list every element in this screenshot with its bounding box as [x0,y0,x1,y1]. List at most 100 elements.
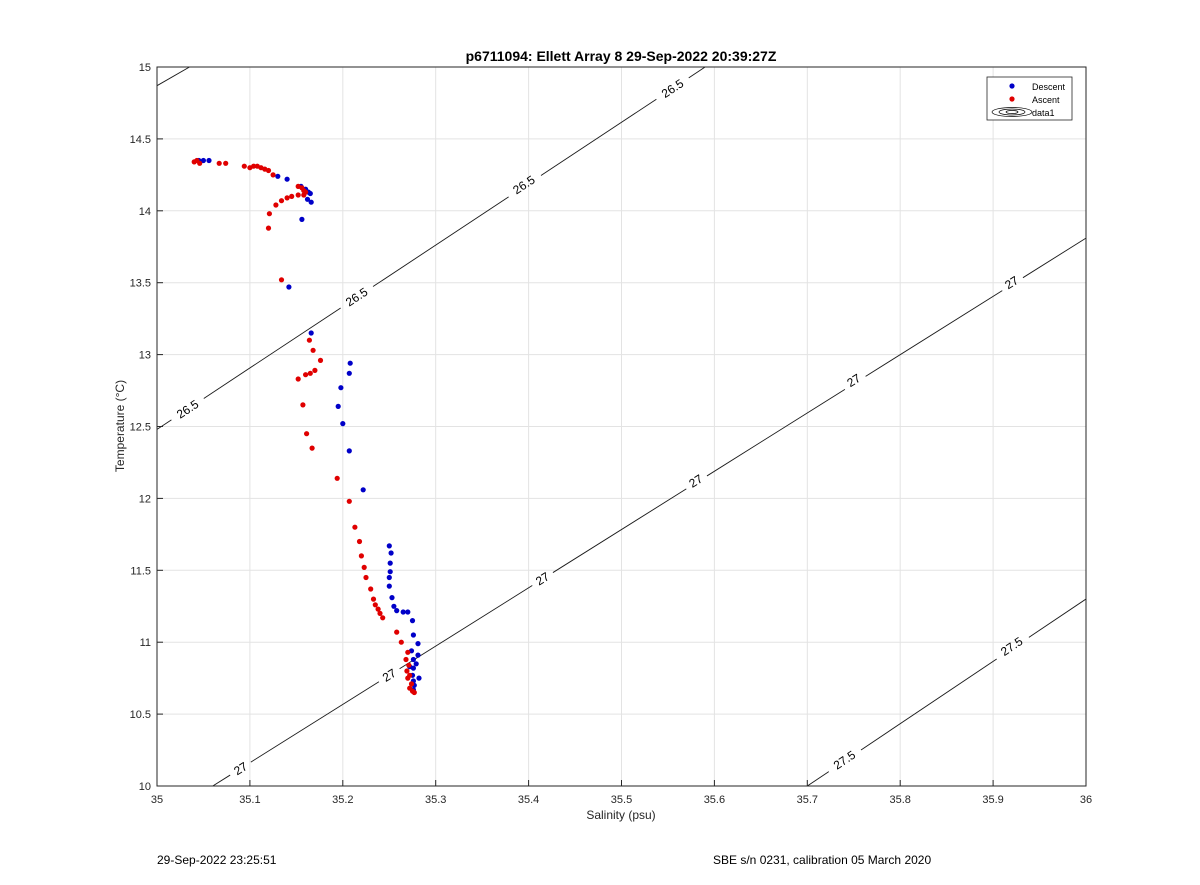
ascent-point [265,225,272,231]
descent-point [335,403,341,409]
x-tick-label: 35.5 [611,794,632,806]
ascent-point [312,367,318,373]
x-tick-label: 35.4 [518,794,539,806]
isopycnal-segment [865,290,1003,377]
isopycnal-segment [807,771,830,786]
descent-point [286,284,292,290]
descent-point [400,609,406,615]
legend-descent-marker [1009,83,1015,89]
ascent-point [372,602,378,608]
ascent-point [358,553,364,559]
ascent-point [307,370,313,376]
legend: Descent Ascent data1 [986,76,1073,121]
descent-point [338,385,344,391]
descent-point [410,656,416,663]
isopycnal-segment [250,681,380,763]
ascent-point [363,574,369,581]
ascent-point [270,172,276,178]
descent-point [304,196,311,202]
legend-box [986,76,1073,121]
descent-point [307,190,313,197]
isopycnal-segment [1028,598,1086,638]
ascent-point [306,337,312,343]
ascent-point [295,192,301,198]
descent-point [347,360,353,366]
isopycnal-segment [212,774,231,786]
descent-point [206,157,212,164]
ascent-point [223,160,229,166]
series-ascent [191,157,417,696]
footer-timestamp: 29-Sep-2022 23:25:51 [157,853,277,867]
axis-ticks: 35 35.1 35.2 35.3 35.4 35.5 35.6 35.7 35.8 35.9 36… [130,62,1093,806]
x-tick-label: 35.8 [889,794,910,806]
ascent-point [368,586,374,592]
descent-point [340,421,346,427]
x-axis-label: Salinity (psu) [586,808,655,822]
y-tick-label: 10.5 [130,709,151,721]
ascent-point [394,629,400,635]
isopycnal-lines [157,67,1086,786]
ascent-point [317,357,324,363]
ascent-point [411,689,417,696]
descent-point [275,173,281,179]
y-tick-label: 14.5 [130,134,151,146]
ascent-point [406,662,412,668]
y-tick-label: 13.5 [130,278,151,290]
y-tick-label: 10 [139,781,151,793]
x-tick-label: 35.6 [704,794,725,806]
descent-point [394,608,400,614]
ascent-point [380,615,386,621]
descent-point [360,487,366,493]
ascent-point [278,277,285,283]
y-tick-label: 14 [139,206,151,218]
descent-point [415,641,421,647]
x-tick-label: 35.7 [797,794,818,806]
y-tick-label: 12.5 [130,422,151,434]
descent-point [413,661,419,667]
ascent-point [300,402,306,408]
ascent-point [408,681,415,687]
data-points [191,157,422,696]
descent-point [409,618,416,624]
isopycnal-segment [372,196,509,287]
x-tick-label: 35.2 [332,794,353,806]
ascent-point [377,610,383,617]
ascent-point [346,498,352,504]
ascent-point [301,192,307,198]
ascent-point [241,163,247,169]
ascent-point [361,564,367,571]
ascent-point [334,475,340,481]
ascent-point [352,524,358,530]
descent-point [415,652,421,658]
descent-point [308,199,314,205]
ascent-point [197,160,203,166]
ascent-point [303,372,309,378]
descent-point [346,448,352,454]
ascent-point [273,202,279,208]
legend-ascent-marker [1009,96,1015,102]
ascent-point [405,675,411,681]
y-axis-label: Temperature (°C) [113,380,127,472]
x-tick-label: 35.1 [239,794,260,806]
chart-title: p6711094: Ellett Array 8 29-Sep-2022 20:… [466,48,777,64]
ascent-point [375,606,381,612]
descent-point [410,632,416,638]
ascent-point [295,376,301,382]
descent-point [387,569,393,575]
y-tick-label: 15 [139,62,151,74]
x-tick-label: 35 [151,794,163,806]
descent-point [410,665,416,671]
ascent-point [370,596,377,602]
ascent-point [403,656,409,663]
ascent-point [356,538,363,545]
descent-point [200,157,206,164]
legend-data1-label: data1 [1032,108,1055,118]
descent-point [299,216,305,222]
isopycnal-segment [157,67,190,87]
ascent-point [405,649,411,655]
isopycnal-segment [688,67,706,79]
descent-point [387,560,393,566]
ascent-point [278,198,285,204]
descent-point [416,675,422,681]
